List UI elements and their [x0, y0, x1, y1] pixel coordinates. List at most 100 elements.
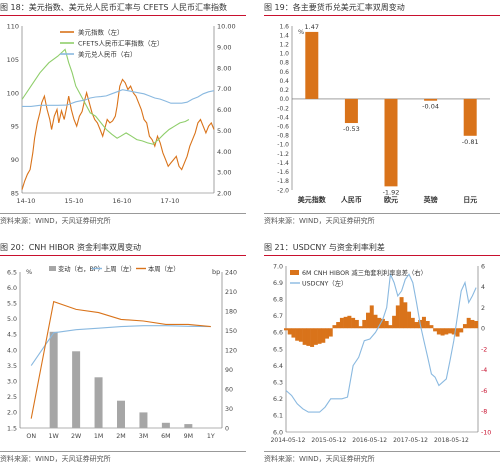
series-line	[21, 78, 215, 190]
bar	[410, 317, 415, 329]
y-tick: 0.2	[279, 87, 289, 94]
bar	[317, 328, 322, 344]
legend-label: 本周（左）	[148, 264, 179, 273]
y-tick: 1.6	[279, 23, 289, 30]
title-underline	[264, 255, 500, 256]
y-tick-left: 2.5	[7, 394, 17, 401]
y-tick: -0.2	[277, 105, 289, 112]
x-tick: 欧元	[384, 195, 398, 204]
bar	[313, 328, 318, 345]
panel-3-source: 资料来源：WIND，天风证券研究所	[0, 455, 111, 463]
y-tick-left: 6.9	[273, 280, 283, 287]
y-tick-right: 180	[225, 308, 237, 315]
y-tick-right: -8	[481, 409, 487, 416]
x-tick: 人民币	[341, 195, 362, 204]
y-tick: 1.2	[279, 42, 289, 49]
bar	[287, 328, 292, 335]
bar	[295, 328, 300, 341]
y-tick-right: 150	[225, 328, 237, 335]
y-tick-left: 90	[11, 156, 19, 164]
x-tick: 3M	[139, 433, 148, 440]
y-tick-left: 6.1	[273, 413, 283, 420]
y-tick-right: 6.00	[217, 106, 231, 114]
y-tick: -1.6	[277, 169, 289, 176]
x-tick: 1M	[94, 433, 103, 440]
panel-2-title: 图 19：各主要货币兑美元汇率双周变动	[264, 3, 405, 12]
x-tick: 2M	[116, 433, 125, 440]
source-divider	[264, 213, 500, 214]
y-tick: -1.8	[277, 178, 289, 185]
bar	[302, 328, 307, 345]
panel-usdcny-spread: 图 21：USDCNY 与资金利率利差 6.0 6.1 6.2 6.3 6.4 6.5 6.…	[264, 240, 500, 469]
bar	[373, 314, 378, 329]
y-tick-left: 5.0	[7, 316, 17, 323]
bar	[369, 305, 374, 329]
bar	[414, 322, 419, 329]
y-tick: 1.4	[279, 32, 289, 39]
bar	[339, 317, 344, 329]
y-tick-right: 9.00	[217, 43, 231, 51]
x-tick: 16-10	[113, 197, 132, 205]
data-label: -0.53	[343, 125, 360, 133]
bar	[455, 328, 460, 337]
y-tick-right: 120	[225, 347, 237, 354]
y-tick-left: 6.8	[273, 297, 283, 304]
source-divider	[264, 451, 500, 452]
y-tick: 0.6	[279, 69, 289, 76]
panel-1-title: 图 18：美元指数、美元兑人民币汇率与 CFETS 人民币汇率指数	[0, 3, 228, 12]
bar	[298, 328, 303, 342]
panel-2-source: 资料来源：WIND，天风证券研究所	[264, 217, 375, 225]
bar	[425, 320, 430, 329]
bar	[377, 317, 382, 329]
bar	[380, 318, 385, 329]
x-tick: 2W	[71, 433, 82, 440]
bar	[436, 328, 441, 335]
y-tick-left: 1.5	[7, 425, 17, 432]
y-tick-left: 6.0	[7, 285, 17, 292]
bar	[366, 312, 371, 329]
bar	[463, 98, 477, 136]
bar	[459, 328, 464, 333]
bar	[161, 422, 170, 428]
bar	[399, 297, 404, 329]
bar	[395, 305, 400, 329]
bar	[94, 377, 103, 428]
y-tick-right: 30	[225, 406, 233, 413]
bar	[354, 319, 359, 329]
bar	[139, 412, 148, 428]
bar	[343, 316, 348, 329]
y-tick-left: 6.4	[273, 363, 283, 370]
panel-usd-index-cny: 图 18：美元指数、美元兑人民币汇率与 CFETS 人民币汇率指数 85 90 95…	[0, 0, 246, 234]
y-tick-left: 6.3	[273, 380, 283, 387]
x-tick: 14-10	[17, 197, 36, 205]
data-label: -1.92	[383, 188, 400, 196]
bar	[424, 98, 438, 101]
y-unit: %	[298, 28, 304, 36]
y-tick-left: 85	[11, 190, 19, 198]
legend-label: 变动（右，BP）	[58, 264, 104, 273]
y-tick-right: -4	[481, 367, 487, 374]
y-tick-right: 4	[481, 284, 485, 291]
y-unit-right: bp	[212, 268, 220, 276]
x-tick: 1Y	[207, 433, 215, 440]
y-tick-right: 10.00	[217, 23, 236, 31]
source-divider	[0, 213, 246, 214]
x-tick: 17-10	[161, 197, 180, 205]
legend-label: 美元指数（左）	[78, 28, 124, 37]
x-tick: 2017-05-12	[393, 437, 428, 444]
y-tick-right: 2.00	[217, 190, 231, 198]
y-tick-left: 95	[11, 123, 19, 131]
legend-swatch	[290, 270, 299, 275]
y-tick: 1.0	[279, 51, 289, 58]
y-tick-right: 90	[225, 367, 233, 374]
legend-swatch	[49, 266, 56, 271]
legend-label: 6M CNH HIBOR 减三角套利利率息差（右）	[302, 268, 427, 277]
y-tick-right: 210	[225, 289, 237, 296]
title-underline	[0, 15, 246, 16]
bar	[474, 320, 479, 329]
panel-3-title: 图 20：CNH HIBOR 资金利率双周变动	[0, 243, 141, 252]
bar	[184, 424, 193, 428]
y-tick-right: 4.00	[217, 148, 231, 156]
bar	[321, 328, 326, 343]
y-tick-left: 4.5	[7, 332, 17, 339]
